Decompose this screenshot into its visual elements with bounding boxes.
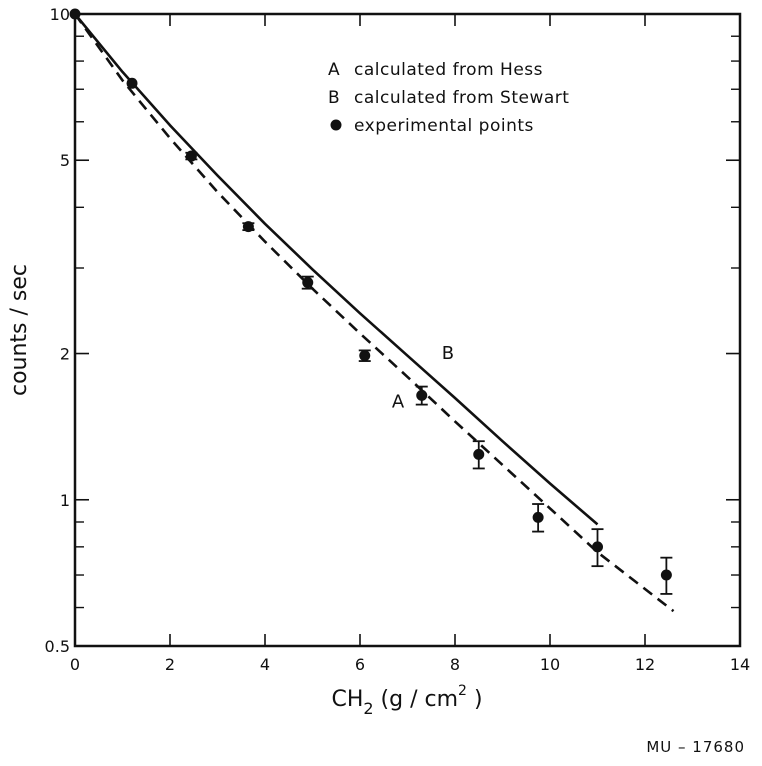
data-point [416, 389, 428, 401]
x-tick-label: 4 [260, 655, 270, 674]
x-tick-label: 0 [70, 655, 80, 674]
legend-entry: experimental points [354, 116, 534, 136]
x-axis-label: CH2 (g / cm2 ) [331, 683, 482, 718]
x-tick-label: 2 [165, 655, 175, 674]
legend-entry: calculated from Hess [354, 60, 543, 80]
y-tick-label: 1 [60, 491, 70, 510]
y-axis-label: counts / sec [7, 264, 32, 396]
legend-symbol: A [328, 60, 340, 80]
x-axis-label-sup: 2 [458, 683, 467, 699]
annotations: AB [392, 343, 454, 412]
data-point [660, 569, 672, 581]
x-tick-label: 14 [730, 655, 750, 674]
legend-entry: calculated from Stewart [354, 88, 569, 108]
data-point [359, 350, 371, 362]
y-tick-label: 5 [60, 151, 70, 170]
data-points [69, 8, 673, 595]
curve-label-B: B [442, 343, 454, 364]
data-point [126, 77, 138, 89]
figure-id: MU – 17680 [646, 738, 745, 756]
data-point [185, 150, 197, 162]
legend-symbol: B [328, 88, 340, 108]
series-line-A [73, 13, 675, 613]
x-axis-label-base: CH [331, 687, 363, 712]
data-point [69, 8, 81, 20]
x-tick-label: 12 [635, 655, 655, 674]
data-point [242, 221, 254, 233]
plot-frame [73, 12, 742, 648]
x-tick-label: 8 [450, 655, 460, 674]
data-point [302, 277, 314, 289]
y-tick-label: 2 [60, 345, 70, 364]
curves [73, 13, 675, 613]
series-line-B [73, 13, 599, 526]
legend-marker-dot [330, 119, 342, 131]
x-axis-label-sub: 2 [363, 699, 373, 718]
x-tick-label: 10 [540, 655, 560, 674]
data-point [473, 448, 485, 460]
data-point [592, 541, 603, 553]
curve-label-A: A [392, 391, 405, 412]
y-tick-label: 0.5 [45, 637, 70, 656]
data-point [532, 511, 544, 523]
y-tick-label: 10 [50, 5, 70, 24]
x-tick-label: 6 [355, 655, 365, 674]
x-axis-label-close: ) [467, 687, 483, 712]
x-axis-label-rest: (g / cm [374, 687, 458, 712]
